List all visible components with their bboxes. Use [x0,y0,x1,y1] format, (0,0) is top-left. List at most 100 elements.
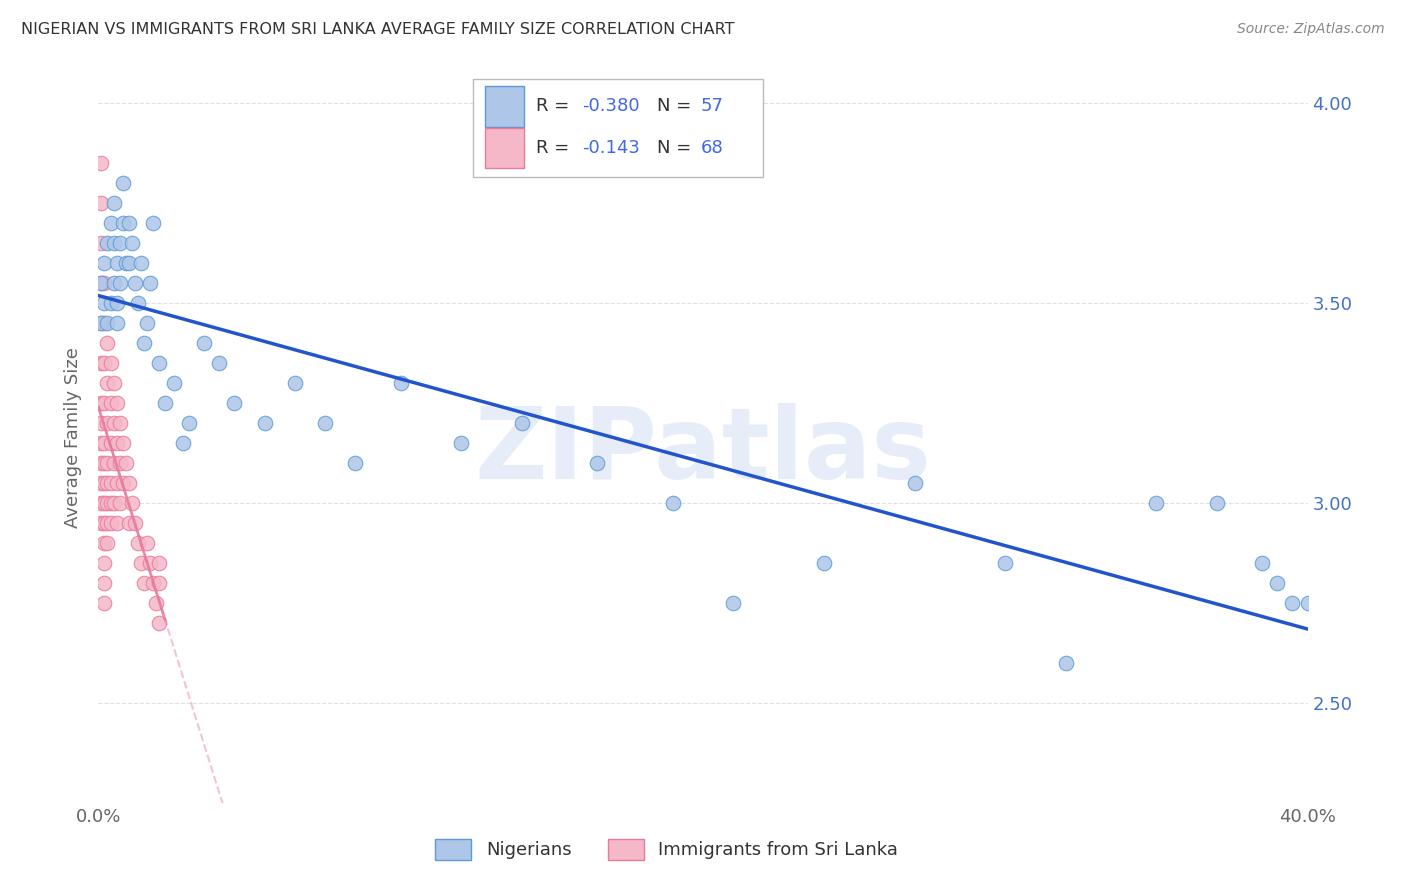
Point [994,556,1017,570]
Text: -0.380: -0.380 [582,97,640,115]
Point [121,236,143,251]
Point [108,496,131,510]
Point [1251,556,1274,570]
Text: NIGERIAN VS IMMIGRANTS FROM SRI LANKA AVERAGE FAMILY SIZE CORRELATION CHART: NIGERIAN VS IMMIGRANTS FROM SRI LANKA AV… [21,22,734,37]
Point [93,256,115,270]
Text: R =: R = [536,139,575,157]
Point [100,396,122,410]
Text: 68: 68 [700,139,723,157]
Point [90,436,112,450]
Point [179,416,201,430]
Point [121,496,143,510]
Point [90,476,112,491]
Point [172,436,194,450]
Point [93,276,115,290]
Point [105,516,128,530]
Point [284,376,307,391]
Point [145,596,167,610]
Point [100,216,122,230]
Point [129,256,152,270]
Point [93,296,115,310]
Point [389,376,412,391]
Point [90,416,112,430]
Point [124,276,146,290]
Text: N =: N = [657,97,697,115]
Point [723,596,745,610]
Point [111,476,134,491]
Point [108,276,131,290]
Point [93,556,115,570]
Point [108,456,131,470]
Bar [485,87,524,127]
Point [100,296,122,310]
Point [93,356,115,370]
Point [813,556,835,570]
Point [93,396,115,410]
Point [96,516,118,530]
Point [153,396,176,410]
Point [510,416,533,430]
Point [139,556,162,570]
Point [148,615,170,630]
Point [103,196,125,211]
Point [586,456,609,470]
Point [96,536,118,550]
Point [93,496,115,510]
Point [96,496,118,510]
Point [132,576,155,591]
Text: ZIPatlas: ZIPatlas [475,403,931,500]
Point [148,556,170,570]
Point [253,416,276,430]
Point [103,376,125,391]
Point [904,476,927,491]
Point [118,476,141,491]
Point [132,336,155,351]
Point [90,356,112,370]
Point [105,476,128,491]
Point [314,416,336,430]
Point [93,476,115,491]
Point [90,196,112,211]
Point [105,396,128,410]
Point [450,436,472,450]
Point [96,376,118,391]
Point [96,236,118,251]
Point [1144,496,1167,510]
Text: Source: ZipAtlas.com: Source: ZipAtlas.com [1237,22,1385,37]
Point [224,396,246,410]
Point [124,516,146,530]
Point [111,436,134,450]
Point [93,576,115,591]
Point [129,556,152,570]
Text: -0.143: -0.143 [582,139,640,157]
Point [148,576,170,591]
Point [163,376,186,391]
Point [142,576,165,591]
Point [111,176,134,190]
Point [105,256,128,270]
Point [135,316,157,330]
Point [103,276,125,290]
Point [90,396,112,410]
Point [142,216,165,230]
Point [1267,576,1289,591]
Point [135,536,157,550]
Point [100,516,122,530]
Text: 57: 57 [700,97,724,115]
Point [127,536,149,550]
Point [90,316,112,330]
Point [127,296,149,310]
Point [90,496,112,510]
Legend: Nigerians, Immigrants from Sri Lanka: Nigerians, Immigrants from Sri Lanka [429,831,905,867]
Point [96,456,118,470]
Point [93,596,115,610]
Point [103,456,125,470]
Point [90,456,112,470]
Point [90,516,112,530]
Point [108,416,131,430]
Point [118,256,141,270]
Point [114,456,136,470]
Point [103,496,125,510]
Point [90,276,112,290]
Point [1296,596,1319,610]
